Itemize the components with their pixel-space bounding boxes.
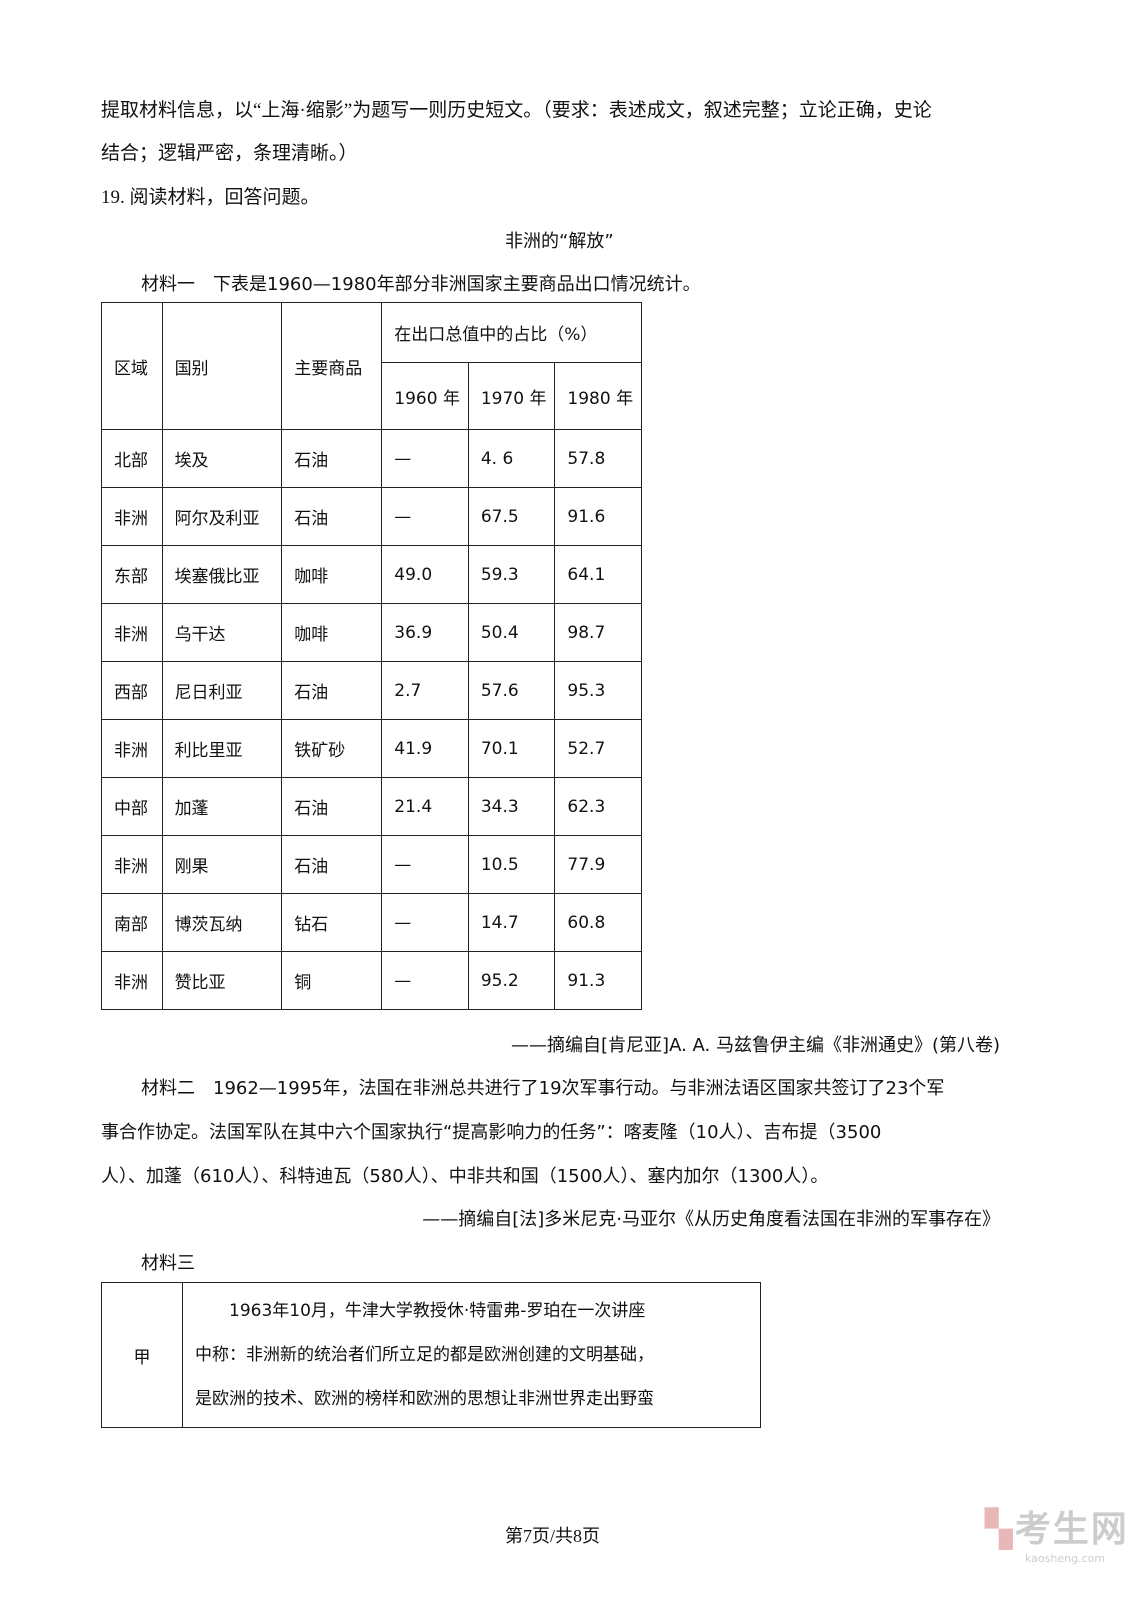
material2-line-1: 材料二 1962—1995年，法国在非洲总共进行了19次军事行动。与非洲法语区国… [141, 1078, 945, 1099]
material3-label: 材料三 [141, 1253, 195, 1274]
table-row: 非洲 利比里亚 铁矿砂 41.9 70.1 52.7 [101, 719, 642, 778]
cell-region: 非洲 [101, 487, 163, 546]
cell-goods: 铜 [281, 951, 383, 1010]
cell-1970: 59.3 [467, 545, 556, 604]
cell-1980: 91.3 [554, 951, 642, 1010]
cell-country: 埃及 [161, 429, 283, 488]
cell-1970: 14.7 [467, 893, 556, 952]
cell-region: 非洲 [101, 719, 163, 778]
cell-1960: — [381, 487, 469, 546]
cell-country: 赞比亚 [161, 951, 283, 1010]
material3-table: 甲 1963年10月，牛津大学教授休·特雷弗-罗珀在一次讲座 中称：非洲新的统治… [101, 1282, 761, 1428]
cell-1970: 50.4 [467, 603, 556, 662]
intro-line-2: 结合；逻辑严密，条理清晰。） [101, 143, 358, 164]
material2-line-2: 事合作协定。法国军队在其中六个国家执行“提高影响力的任务”：喀麦隆（10人）、吉… [101, 1122, 882, 1143]
cell-country: 加蓬 [161, 777, 283, 836]
cell-goods: 石油 [281, 777, 383, 836]
question-number: 19. 阅读材料，回答问题。 [101, 187, 320, 208]
header-year-1960: 1960 年 [381, 362, 469, 430]
cell-1960: 21.4 [381, 777, 469, 836]
table-row: 中部 加蓬 石油 21.4 34.3 62.3 [101, 777, 642, 836]
cell-1960: 36.9 [381, 603, 469, 662]
cell-goods: 咖啡 [281, 545, 383, 604]
cell-goods: 石油 [281, 429, 383, 488]
table-row: 南部 博茨瓦纳 钻石 —14.7 60.8 [101, 893, 642, 952]
cell-region: 非洲 [101, 603, 163, 662]
material2-line-3: 人）、加蓬（610人）、科特迪瓦（580人）、中非共和国（1500人）、塞内加尔… [101, 1166, 829, 1187]
table-row: 西部 尼日利亚 石油 2.7 57.6 95.3 [101, 661, 642, 720]
cell-goods: 石油 [281, 661, 383, 720]
material3-line: 是欧洲的技术、欧洲的榜样和欧洲的思想让非洲世界走出野蛮 [195, 1389, 654, 1409]
cell-1980: 77.9 [554, 835, 642, 894]
cell-region: 北部 [101, 429, 163, 488]
cell-1960: 49.0 [381, 545, 469, 604]
header-year-1980: 1980 年 [554, 362, 642, 430]
cell-1970: 34.3 [467, 777, 556, 836]
export-table: 区域 国别 主要商品 在出口总值中的占比（%） 1960 年 1970 年 19… [101, 302, 642, 1010]
header-country: 国别 [161, 302, 283, 430]
watermark-logo: ▚考生网 kaosheng.com [985, 1509, 1129, 1565]
cell-country: 埃塞俄比亚 [161, 545, 283, 604]
cell-1960: — [381, 429, 469, 488]
cell-1970: 95.2 [467, 951, 556, 1010]
cell-goods: 咖啡 [281, 603, 383, 662]
header-share: 在出口总值中的占比（%） [381, 302, 642, 363]
cell-1970: 67.5 [467, 487, 556, 546]
cell-1960: — [381, 951, 469, 1010]
cell-region: 东部 [101, 545, 163, 604]
cell-goods: 石油 [281, 487, 383, 546]
material2-source: ——摘编自[法]多米尼克·马亚尔《从历史角度看法国在非洲的军事存在》 [422, 1209, 1000, 1230]
header-region: 区域 [101, 302, 163, 430]
cell-country: 阿尔及利亚 [161, 487, 283, 546]
cell-1960: — [381, 893, 469, 952]
table-row: 东部 埃塞俄比亚 咖啡 49.0 59.3 64.1 [101, 545, 642, 604]
cell-1980: 57.8 [554, 429, 642, 488]
cell-country: 乌干达 [161, 603, 283, 662]
cell-goods: 石油 [281, 835, 383, 894]
cell-1980: 60.8 [554, 893, 642, 952]
cell-1960: — [381, 835, 469, 894]
cell-country: 尼日利亚 [161, 661, 283, 720]
cell-country: 刚果 [161, 835, 283, 894]
material1-source: ——摘编自[肯尼亚]A. A. 马兹鲁伊主编《非洲通史》(第八卷) [511, 1035, 1000, 1056]
table-row: 非洲 阿尔及利亚 石油 —67.5 91.6 [101, 487, 642, 546]
cell-country: 利比里亚 [161, 719, 283, 778]
intro-line-1: 提取材料信息，以“上海·缩影”为题写一则历史短文。（要求：表述成文，叙述完整；立… [101, 100, 932, 121]
cell-1980: 98.7 [554, 603, 642, 662]
cell-country: 博茨瓦纳 [161, 893, 283, 952]
cell-1980: 91.6 [554, 487, 642, 546]
material3-line: 1963年10月，牛津大学教授休·特雷弗-罗珀在一次讲座 [195, 1301, 646, 1321]
cell-1970: 10.5 [467, 835, 556, 894]
table-row: 北部 埃及 石油 —4. 6 57.8 [101, 429, 642, 488]
table-row: 非洲 赞比亚铜 —95.2 91.3 [101, 951, 642, 1010]
cell-1960: 2.7 [381, 661, 469, 720]
cell-goods: 铁矿砂 [281, 719, 383, 778]
cell-1970: 4. 6 [467, 429, 556, 488]
cell-1970: 57.6 [467, 661, 556, 720]
page-footer: 第7页/共8页 [505, 1526, 601, 1546]
section-title: 非洲的“解放” [505, 231, 614, 252]
header-year-1970: 1970 年 [467, 362, 556, 430]
cell-region: 非洲 [101, 951, 163, 1010]
table-row: 非洲 刚果 石油 —10.5 77.9 [101, 835, 642, 894]
cell-region: 非洲 [101, 835, 163, 894]
row-label: 甲 [101, 1282, 183, 1428]
cell-1980: 95.3 [554, 661, 642, 720]
table-row: 非洲 乌干达 咖啡 36.9 50.4 98.7 [101, 603, 642, 662]
header-goods: 主要商品 [281, 302, 383, 430]
cell-region: 中部 [101, 777, 163, 836]
cell-region: 西部 [101, 661, 163, 720]
cell-1960: 41.9 [381, 719, 469, 778]
cell-goods: 钻石 [281, 893, 383, 952]
material3-line: 中称：非洲新的统治者们所立足的都是欧洲创建的文明基础， [195, 1345, 654, 1365]
cell-1980: 64.1 [554, 545, 642, 604]
cell-1980: 62.3 [554, 777, 642, 836]
cell-region: 南部 [101, 893, 163, 952]
material3-content: 1963年10月，牛津大学教授休·特雷弗-罗珀在一次讲座 中称：非洲新的统治者们… [182, 1282, 761, 1428]
material1-text: 材料一 下表是1960—1980年部分非洲国家主要商品出口情况统计。 [141, 274, 701, 295]
cell-1970: 70.1 [467, 719, 556, 778]
cell-1980: 52.7 [554, 719, 642, 778]
